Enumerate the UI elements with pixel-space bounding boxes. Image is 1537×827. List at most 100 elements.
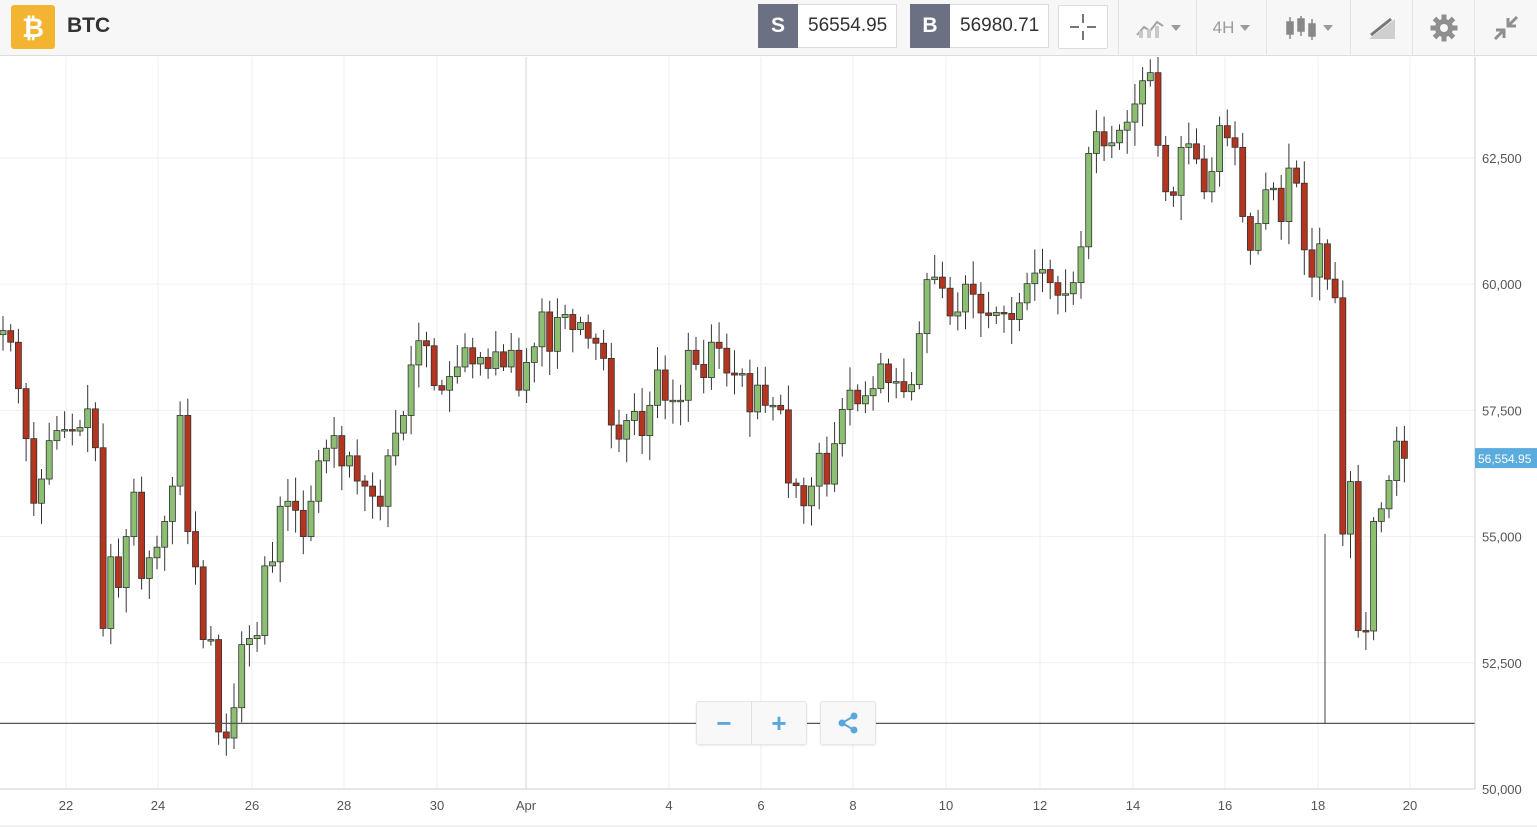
price-chart[interactable]: 62,500 60,000 57,500 55,000 52,500 50,000 22 24… — [0, 57, 1537, 827]
candle — [654, 347, 661, 419]
sell-tag: S — [758, 4, 798, 48]
y-tick-label: 57,500 — [1482, 403, 1522, 418]
candle — [769, 397, 777, 421]
candle — [1085, 146, 1093, 260]
x-tick-label: Apr — [516, 798, 537, 813]
y-tick-label: 52,500 — [1482, 656, 1522, 671]
candle — [284, 479, 292, 531]
candle — [399, 410, 407, 441]
x-tick-label: 12 — [1033, 798, 1047, 813]
candle — [1200, 145, 1208, 200]
candle — [461, 333, 469, 373]
x-tick-label: 20 — [1403, 798, 1417, 813]
candle — [1023, 272, 1031, 311]
candle — [939, 261, 946, 299]
candle — [245, 625, 253, 667]
collapse-button[interactable] — [1474, 0, 1537, 56]
candle — [800, 477, 808, 524]
candle — [592, 333, 600, 361]
candle — [1223, 109, 1231, 147]
candle — [785, 385, 792, 499]
candle — [523, 348, 530, 404]
share-icon — [838, 712, 858, 734]
crosshair-button[interactable] — [1058, 5, 1108, 49]
candle — [61, 411, 68, 438]
candle — [700, 339, 708, 394]
drawing-tools-button[interactable] — [1350, 0, 1412, 56]
candle — [908, 372, 915, 401]
gear-icon — [1430, 14, 1457, 42]
candle — [661, 355, 669, 420]
candle — [68, 413, 76, 446]
candle — [631, 393, 638, 436]
candle — [438, 379, 446, 395]
candle — [1277, 175, 1285, 240]
candle — [892, 367, 900, 399]
chevron-down-icon — [1170, 25, 1181, 31]
candle — [53, 415, 61, 450]
candle — [831, 422, 838, 492]
candle — [1231, 121, 1239, 166]
candle — [1154, 57, 1162, 157]
candle — [1069, 271, 1077, 305]
candle — [1262, 172, 1270, 230]
candle — [1354, 464, 1362, 638]
candle — [1324, 239, 1331, 290]
candle — [1316, 227, 1324, 301]
candle — [253, 621, 261, 652]
candle — [1062, 269, 1069, 313]
y-tick-label: 60,000 — [1482, 277, 1522, 292]
candle — [1170, 186, 1177, 207]
candle — [407, 345, 415, 435]
x-tick-label: 26 — [245, 798, 259, 813]
candle — [977, 282, 985, 338]
candle — [446, 361, 454, 412]
candle — [346, 451, 353, 478]
candle — [476, 351, 484, 376]
candle — [646, 391, 654, 461]
candle — [1393, 426, 1401, 496]
candle — [846, 367, 854, 426]
candle — [554, 298, 561, 369]
chart-type-dropdown[interactable] — [1118, 0, 1196, 56]
y-tick-label: 55,000 — [1482, 530, 1522, 545]
candle — [708, 324, 715, 390]
candle — [623, 413, 631, 463]
zoom-out-button[interactable]: − — [716, 707, 732, 738]
settings-button[interactable] — [1412, 0, 1474, 56]
buy-price-button[interactable]: B 56980.71 — [910, 4, 1050, 48]
candle — [1308, 227, 1316, 298]
candle-style-dropdown[interactable] — [1266, 0, 1350, 56]
zoom-controls: − + — [696, 701, 807, 745]
candle — [84, 384, 92, 453]
candle — [7, 324, 15, 352]
candle — [130, 478, 138, 546]
candle — [30, 422, 38, 517]
candle — [1008, 296, 1016, 345]
candle — [569, 308, 577, 353]
candle — [184, 398, 192, 545]
candle — [1146, 59, 1154, 87]
instrument-symbol: BTC — [67, 14, 111, 37]
chart-type-icon — [1135, 20, 1164, 38]
chevron-down-icon — [1240, 25, 1251, 31]
timeframe-dropdown[interactable]: 4H — [1196, 0, 1266, 56]
candle — [1285, 143, 1293, 245]
candle — [615, 409, 623, 453]
share-button[interactable] — [821, 702, 875, 744]
candle — [538, 298, 546, 367]
candle — [808, 477, 815, 526]
candle — [1239, 132, 1247, 223]
candle — [738, 368, 746, 387]
x-tick-label: 14 — [1126, 798, 1140, 813]
x-tick-label: 28 — [337, 798, 351, 813]
candle — [1000, 305, 1008, 333]
x-tick-label: 10 — [939, 798, 953, 813]
sell-price-button[interactable]: S 56554.95 — [758, 4, 898, 48]
buy-price: 56980.71 — [960, 15, 1040, 36]
candle — [1054, 275, 1062, 315]
candle — [76, 419, 84, 437]
candle — [430, 338, 438, 391]
current-price-tag: 56,554.95 — [1475, 448, 1537, 469]
zoom-in-button[interactable]: + — [751, 702, 806, 744]
